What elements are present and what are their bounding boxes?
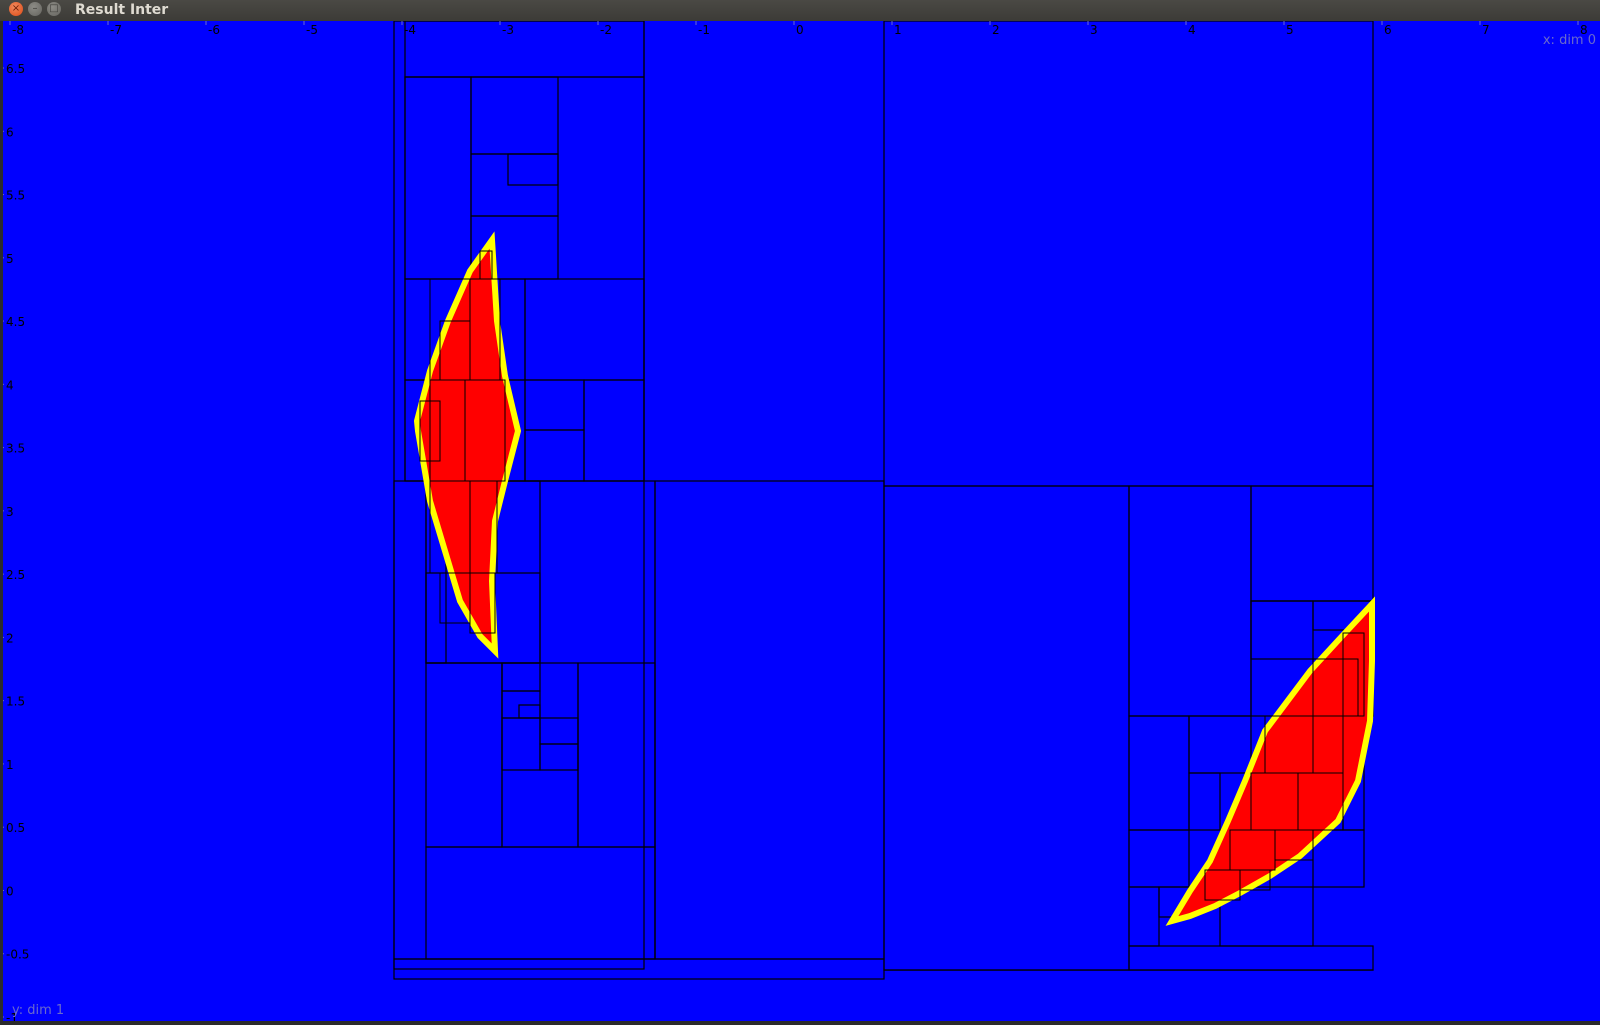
x-tick-label: -4 <box>404 23 416 37</box>
y-tick-label: 2.5 <box>6 568 25 582</box>
y-tick-label: 4.5 <box>6 315 25 329</box>
x-tick-label: 0 <box>796 23 804 37</box>
x-tick-label: 6 <box>1384 23 1392 37</box>
y-tick-label: 5 <box>6 252 14 266</box>
x-tick-label: 3 <box>1090 23 1098 37</box>
x-tick-label: -8 <box>12 23 24 37</box>
y-tick-label: 6.5 <box>6 62 25 76</box>
y-tick-label: 6 <box>6 125 14 139</box>
y-tick-label: -0.5 <box>6 948 29 962</box>
y-tick-label: 5.5 <box>6 189 25 203</box>
window-left-border <box>0 21 3 1021</box>
x-tick-label: 4 <box>1188 23 1196 37</box>
x-tick-label: -3 <box>502 23 514 37</box>
x-tick-label: -1 <box>698 23 710 37</box>
x-tick-label: 1 <box>894 23 902 37</box>
window-titlebar: × – □ Result Inter <box>0 0 1600 22</box>
x-tick-label: 2 <box>992 23 1000 37</box>
y-tick-label: 4 <box>6 378 14 392</box>
y-tick-label: 3.5 <box>6 442 25 456</box>
x-tick-label: -6 <box>208 23 220 37</box>
x-tick-label: -5 <box>306 23 318 37</box>
y-axis-label: y: dim 1 <box>12 1003 64 1018</box>
x-tick-label: -2 <box>600 23 612 37</box>
y-tick-label: 2 <box>6 631 14 645</box>
maximize-icon[interactable]: □ <box>47 2 61 16</box>
x-tick-label: 5 <box>1286 23 1294 37</box>
window-title: Result Inter <box>75 2 168 18</box>
y-tick-label: 1 <box>6 758 14 772</box>
plot-background <box>0 21 1600 1021</box>
y-tick-label: 1.5 <box>6 695 25 709</box>
x-tick-label: 7 <box>1482 23 1490 37</box>
y-tick-label: 3 <box>6 505 14 519</box>
close-icon[interactable]: × <box>9 2 23 16</box>
y-tick-label: 0.5 <box>6 821 25 835</box>
x-tick-label: -7 <box>110 23 122 37</box>
y-tick-label: 0 <box>6 884 14 898</box>
minimize-icon[interactable]: – <box>28 2 42 16</box>
x-axis-label: x: dim 0 <box>1543 33 1596 48</box>
